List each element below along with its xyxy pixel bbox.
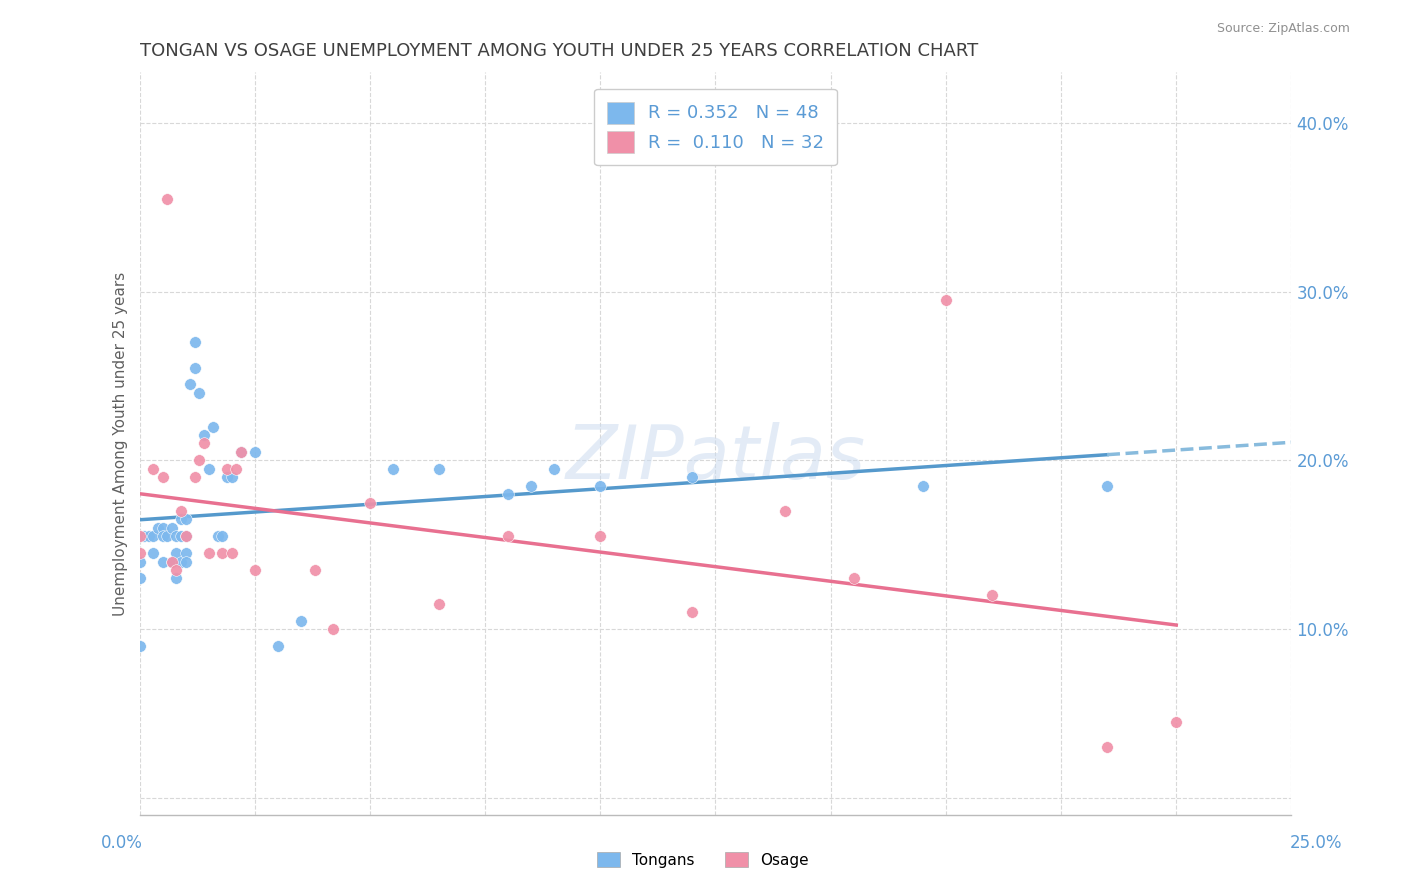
Point <box>496 529 519 543</box>
Point <box>193 436 215 450</box>
Point <box>142 462 165 476</box>
Legend: R = 0.352   N = 48, R =  0.110   N = 32: R = 0.352 N = 48, R = 0.110 N = 32 <box>595 89 837 165</box>
Point <box>935 293 957 307</box>
Point <box>267 639 290 653</box>
Point <box>170 529 193 543</box>
Point <box>543 462 565 476</box>
Point <box>1095 740 1118 755</box>
Legend: Tongans, Osage: Tongans, Osage <box>591 846 815 873</box>
Point <box>184 360 207 375</box>
Point <box>128 546 150 560</box>
Point <box>589 529 612 543</box>
Point <box>225 462 247 476</box>
Point <box>179 377 201 392</box>
Point <box>911 478 934 492</box>
Point <box>682 470 704 484</box>
Point <box>170 555 193 569</box>
Point <box>160 555 183 569</box>
Point <box>496 487 519 501</box>
Point <box>142 529 165 543</box>
Point <box>160 521 183 535</box>
Point <box>197 462 219 476</box>
Point <box>152 529 174 543</box>
Point <box>170 512 193 526</box>
Point <box>174 555 197 569</box>
Point <box>188 385 211 400</box>
Point <box>152 470 174 484</box>
Point <box>520 478 543 492</box>
Point <box>165 571 187 585</box>
Point <box>128 571 150 585</box>
Point <box>202 419 225 434</box>
Point <box>243 445 266 459</box>
Point <box>184 335 207 350</box>
Point <box>128 555 150 569</box>
Point <box>773 504 796 518</box>
Point <box>211 529 233 543</box>
Point <box>1166 714 1188 729</box>
Point <box>207 529 229 543</box>
Point <box>174 546 197 560</box>
Point <box>184 470 207 484</box>
Point <box>589 478 612 492</box>
Point <box>188 453 211 467</box>
Point <box>322 622 344 636</box>
Point <box>290 614 312 628</box>
Point <box>221 470 243 484</box>
Point <box>304 563 326 577</box>
Point <box>170 504 193 518</box>
Text: TONGAN VS OSAGE UNEMPLOYMENT AMONG YOUTH UNDER 25 YEARS CORRELATION CHART: TONGAN VS OSAGE UNEMPLOYMENT AMONG YOUTH… <box>139 42 977 60</box>
Point <box>165 563 187 577</box>
Point <box>981 588 1004 602</box>
Point <box>128 639 150 653</box>
Point <box>427 462 450 476</box>
Point <box>229 445 252 459</box>
Point <box>156 192 179 206</box>
Point <box>138 529 160 543</box>
Point <box>146 521 169 535</box>
Point <box>243 563 266 577</box>
Point <box>142 546 165 560</box>
Text: 25.0%: 25.0% <box>1291 834 1343 852</box>
Point <box>193 428 215 442</box>
Point <box>427 597 450 611</box>
Point <box>229 445 252 459</box>
Point <box>160 555 183 569</box>
Point <box>211 546 233 560</box>
Point <box>359 495 381 509</box>
Text: Source: ZipAtlas.com: Source: ZipAtlas.com <box>1216 22 1350 36</box>
Point <box>152 555 174 569</box>
Point <box>165 529 187 543</box>
Point <box>217 470 239 484</box>
Point <box>197 546 219 560</box>
Text: 0.0%: 0.0% <box>101 834 143 852</box>
Point <box>152 521 174 535</box>
Point <box>381 462 404 476</box>
Text: ZIPatlas: ZIPatlas <box>565 422 866 494</box>
Y-axis label: Unemployment Among Youth under 25 years: Unemployment Among Youth under 25 years <box>114 271 128 615</box>
Point <box>174 529 197 543</box>
Point <box>217 462 239 476</box>
Point <box>156 529 179 543</box>
Point <box>165 546 187 560</box>
Point <box>174 512 197 526</box>
Point <box>174 529 197 543</box>
Point <box>1095 478 1118 492</box>
Point <box>842 571 865 585</box>
Point <box>682 605 704 619</box>
Point <box>128 529 150 543</box>
Point <box>134 529 156 543</box>
Point <box>221 546 243 560</box>
